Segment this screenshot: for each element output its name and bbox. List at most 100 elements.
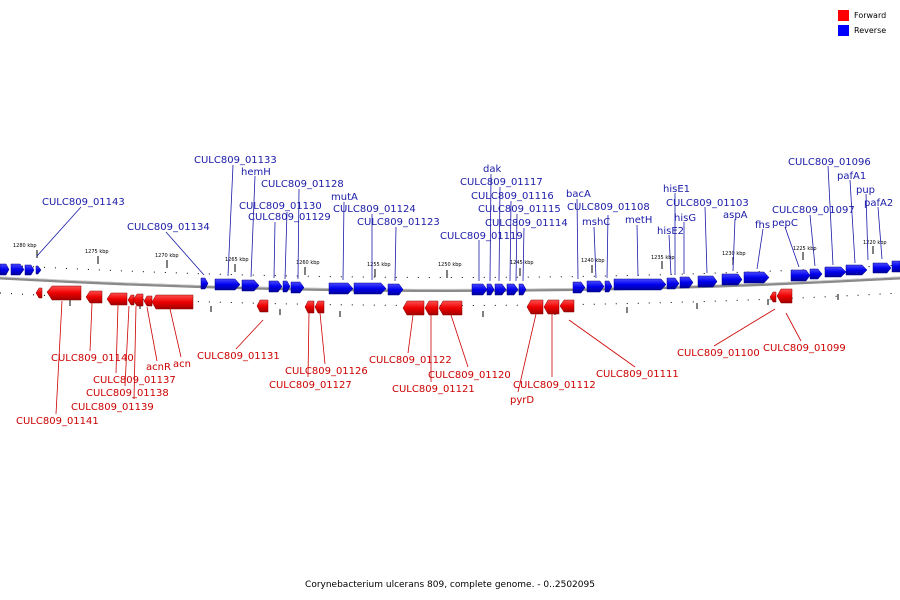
gene-label: CULC809_01115: [478, 204, 561, 215]
reverse-gene[interactable]: [666, 277, 680, 290]
tick-label: 1250 kbp: [438, 262, 462, 268]
tick-label: 1270 kbp: [155, 253, 179, 259]
gene-label: pafA2: [864, 198, 893, 209]
gene-label: CULC809_01116: [471, 191, 554, 202]
reverse-gene[interactable]: [35, 265, 42, 275]
reverse-gene[interactable]: [0, 263, 10, 276]
forward-gene[interactable]: [151, 294, 194, 310]
reverse-gene[interactable]: [282, 280, 291, 293]
reverse-gene[interactable]: [809, 268, 823, 280]
reverse-gene[interactable]: [790, 269, 811, 282]
gene-label: CULC809_01120: [428, 370, 511, 381]
forward-gene[interactable]: [769, 291, 777, 303]
tick-label: 1220 kbp: [863, 240, 887, 246]
forward-gene[interactable]: [256, 299, 269, 313]
gene-label: CULC809_01133: [194, 155, 277, 166]
tick-label: 1225 kbp: [793, 246, 817, 252]
gene-label: CULC809_01103: [666, 198, 749, 209]
gene-label: CULC809_01097: [772, 205, 855, 216]
gene-label: CULC809_01128: [261, 179, 344, 190]
gene-label: mutA: [331, 192, 358, 203]
forward-gene[interactable]: [543, 299, 560, 315]
reverse-gene[interactable]: [214, 278, 241, 291]
forward-gene[interactable]: [143, 295, 153, 307]
forward-gene[interactable]: [526, 299, 544, 315]
gene-label: fhs: [755, 220, 770, 231]
forward-gene[interactable]: [314, 300, 325, 314]
forward-genes: [35, 285, 793, 316]
reverse-gene[interactable]: [679, 276, 694, 289]
reverse-gene[interactable]: [506, 283, 519, 296]
reverse-gene[interactable]: [604, 280, 613, 293]
tick-label: 1265 kbp: [225, 257, 249, 263]
legend-reverse-swatch: [838, 25, 849, 36]
legend: Forward Reverse: [838, 10, 886, 36]
reverse-leaders: [36, 164, 883, 282]
gene-label: CULC809_01096: [788, 157, 871, 168]
gene-label: CULC809_01122: [369, 355, 452, 366]
forward-gene[interactable]: [559, 299, 575, 313]
gene-label: CULC809_01121: [392, 384, 475, 395]
reverse-gene[interactable]: [518, 283, 527, 296]
reverse-gene[interactable]: [586, 280, 605, 293]
reverse-gene[interactable]: [721, 273, 743, 286]
reverse-gene[interactable]: [353, 282, 387, 295]
reverse-gene[interactable]: [200, 277, 209, 290]
gene-label: CULC809_01114: [485, 218, 568, 229]
forward-gene[interactable]: [402, 300, 425, 316]
genome-caption: Corynebacterium ulcerans 809, complete g…: [305, 580, 595, 590]
tick-label: 1275 kbp: [85, 249, 109, 255]
reverse-gene[interactable]: [268, 280, 283, 293]
reverse-labels: CULC809_01143 CULC809_01134 CULC809_0113…: [42, 155, 893, 242]
gene-label: metH: [625, 215, 652, 226]
reverse-gene[interactable]: [494, 283, 507, 296]
reverse-gene[interactable]: [845, 264, 868, 276]
gene-label: CULC809_01127: [269, 380, 352, 391]
forward-gene[interactable]: [35, 287, 43, 299]
gene-label: bacA: [566, 189, 591, 200]
forward-gene[interactable]: [438, 300, 463, 316]
tick-label: 1245 kbp: [510, 260, 534, 266]
reverse-gene[interactable]: [891, 260, 900, 273]
gene-label: CULC809_01139: [71, 402, 154, 413]
legend-forward-swatch: [838, 10, 849, 21]
reverse-gene[interactable]: [328, 282, 354, 295]
forward-gene[interactable]: [106, 292, 128, 306]
gene-label: pyrD: [510, 395, 534, 406]
gene-label: CULC809_01138: [86, 388, 169, 399]
gene-label: aspA: [723, 210, 748, 221]
reverse-gene[interactable]: [241, 279, 260, 292]
reverse-gene[interactable]: [290, 281, 305, 294]
gene-label: hisG: [674, 213, 696, 224]
legend-forward-label: Forward: [854, 11, 886, 20]
gene-label: CULC809_01112: [513, 380, 596, 391]
forward-gene[interactable]: [776, 288, 793, 304]
gene-label: CULC809_01123: [357, 217, 440, 228]
forward-labels: CULC809_01140 CULC809_01137 acnR acn CUL…: [16, 343, 846, 427]
reverse-gene[interactable]: [471, 283, 488, 296]
forward-gene[interactable]: [424, 300, 439, 316]
forward-gene[interactable]: [132, 293, 144, 307]
reverse-gene[interactable]: [697, 275, 718, 288]
gene-label: CULC809_01126: [285, 366, 368, 377]
reverse-gene[interactable]: [486, 283, 495, 296]
forward-gene[interactable]: [46, 285, 82, 301]
reverse-gene[interactable]: [743, 271, 770, 284]
reverse-gene[interactable]: [824, 266, 847, 278]
gene-label: CULC809_01111: [596, 369, 679, 380]
reverse-gene[interactable]: [24, 264, 35, 276]
gene-label: CULC809_01099: [763, 343, 846, 354]
tick-label: 1255 kbp: [367, 262, 391, 268]
genome-backbone: [0, 276, 900, 292]
forward-leaders: [55, 300, 802, 415]
gene-label: CULC809_01130: [239, 201, 322, 212]
forward-gene[interactable]: [85, 290, 103, 304]
forward-gene[interactable]: [304, 300, 315, 314]
reverse-gene[interactable]: [613, 278, 667, 291]
reverse-gene[interactable]: [10, 263, 25, 276]
reverse-gene[interactable]: [872, 262, 892, 274]
reverse-gene[interactable]: [572, 281, 586, 294]
gene-label: pafA1: [837, 171, 866, 182]
gene-label: CULC809_01143: [42, 197, 125, 208]
reverse-gene[interactable]: [387, 283, 404, 296]
